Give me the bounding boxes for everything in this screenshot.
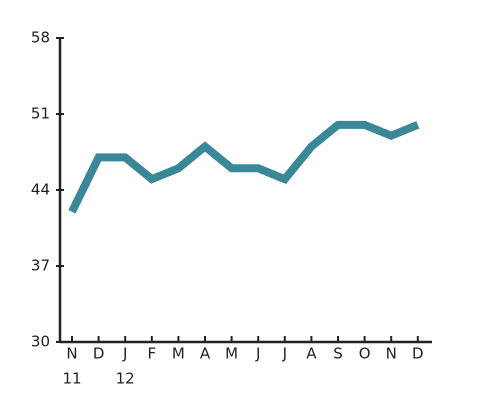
x-tick-label: A [200,345,211,363]
x-tick-label: M [172,345,185,363]
y-tick-label: 30 [31,333,50,351]
x-tick-label: J [255,345,260,363]
x-tick-label: M [225,345,238,363]
y-tick-label: 58 [31,29,50,47]
x-tick-label: N [386,345,397,363]
x-tick-label: J [122,345,127,363]
y-tick-label: 44 [31,181,50,199]
x-tick-label: F [147,345,156,363]
y-tick-label: 51 [31,105,50,123]
year-label: 11 [62,370,81,388]
x-tick-label: N [66,345,77,363]
line [68,120,420,214]
x-tick-label: A [306,345,317,363]
x-tick-label: J [282,345,287,363]
x-tick-label: D [412,345,424,363]
x-tick-label: O [359,345,371,363]
x-tick-label: D [93,345,105,363]
y-tick-label: 37 [31,257,50,275]
year-label: 12 [116,370,135,388]
x-tick-label: S [333,345,343,363]
